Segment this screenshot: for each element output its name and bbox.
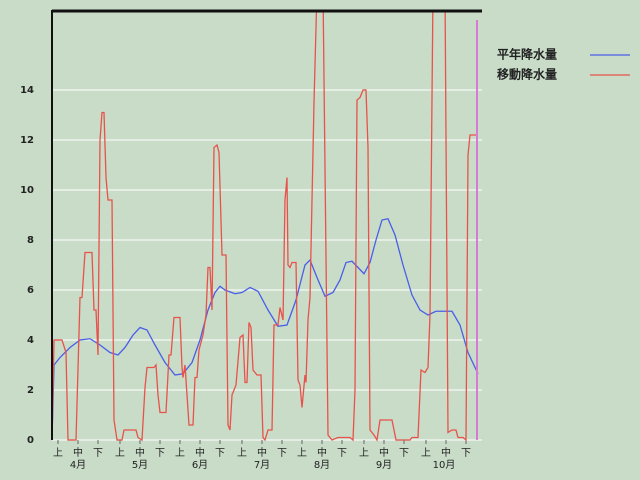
- y-tick-label: 10: [20, 185, 34, 196]
- x-tick-label: 中: [73, 446, 83, 459]
- x-tick-label: 下: [337, 448, 347, 459]
- x-tick-label: 上: [421, 447, 431, 459]
- x-tick-label: 中: [135, 446, 145, 459]
- x-tick-label: 下: [93, 448, 103, 459]
- month-label: 5月: [132, 459, 148, 471]
- y-tick-label: 4: [27, 335, 34, 346]
- series-line: [52, 218, 479, 441]
- x-tick-label: 上: [359, 447, 369, 459]
- x-tick-label: 下: [215, 448, 225, 459]
- legend-label: 平年降水量: [497, 47, 557, 62]
- x-tick-label: 上: [53, 447, 63, 459]
- x-tick-label: 上: [297, 447, 307, 459]
- legend-label: 移動降水量: [497, 67, 557, 82]
- y-tick-label: 2: [27, 385, 34, 396]
- grid: [52, 89, 482, 444]
- x-tick-label: 上: [237, 447, 247, 459]
- x-tick-label: 下: [277, 448, 287, 459]
- y-tick-label: 0: [27, 435, 34, 446]
- x-tick-label: 中: [317, 446, 327, 459]
- month-label: 6月: [192, 459, 208, 471]
- y-tick-label: 6: [27, 285, 34, 296]
- y-tick-label: 14: [20, 85, 34, 96]
- month-label: 7月: [254, 459, 270, 471]
- x-tick-label: 中: [441, 446, 451, 459]
- x-tick-label: 下: [399, 448, 409, 459]
- x-tick-label: 中: [195, 446, 205, 459]
- x-tick-label: 中: [257, 446, 267, 459]
- y-tick-label: 12: [20, 135, 34, 146]
- month-label: 8月: [314, 459, 330, 471]
- series-line: [52, 11, 476, 442]
- month-label: 10月: [433, 459, 456, 471]
- plot-area: [52, 11, 479, 442]
- x-tick-label: 中: [379, 446, 389, 459]
- x-tick-label: 下: [155, 448, 165, 459]
- x-tick-label: 下: [461, 448, 471, 459]
- x-tick-label: 上: [115, 447, 125, 459]
- y-tick-label: 8: [27, 235, 34, 246]
- month-label: 9月: [376, 459, 392, 471]
- month-label: 4月: [70, 459, 86, 471]
- x-tick-label: 上: [175, 447, 185, 459]
